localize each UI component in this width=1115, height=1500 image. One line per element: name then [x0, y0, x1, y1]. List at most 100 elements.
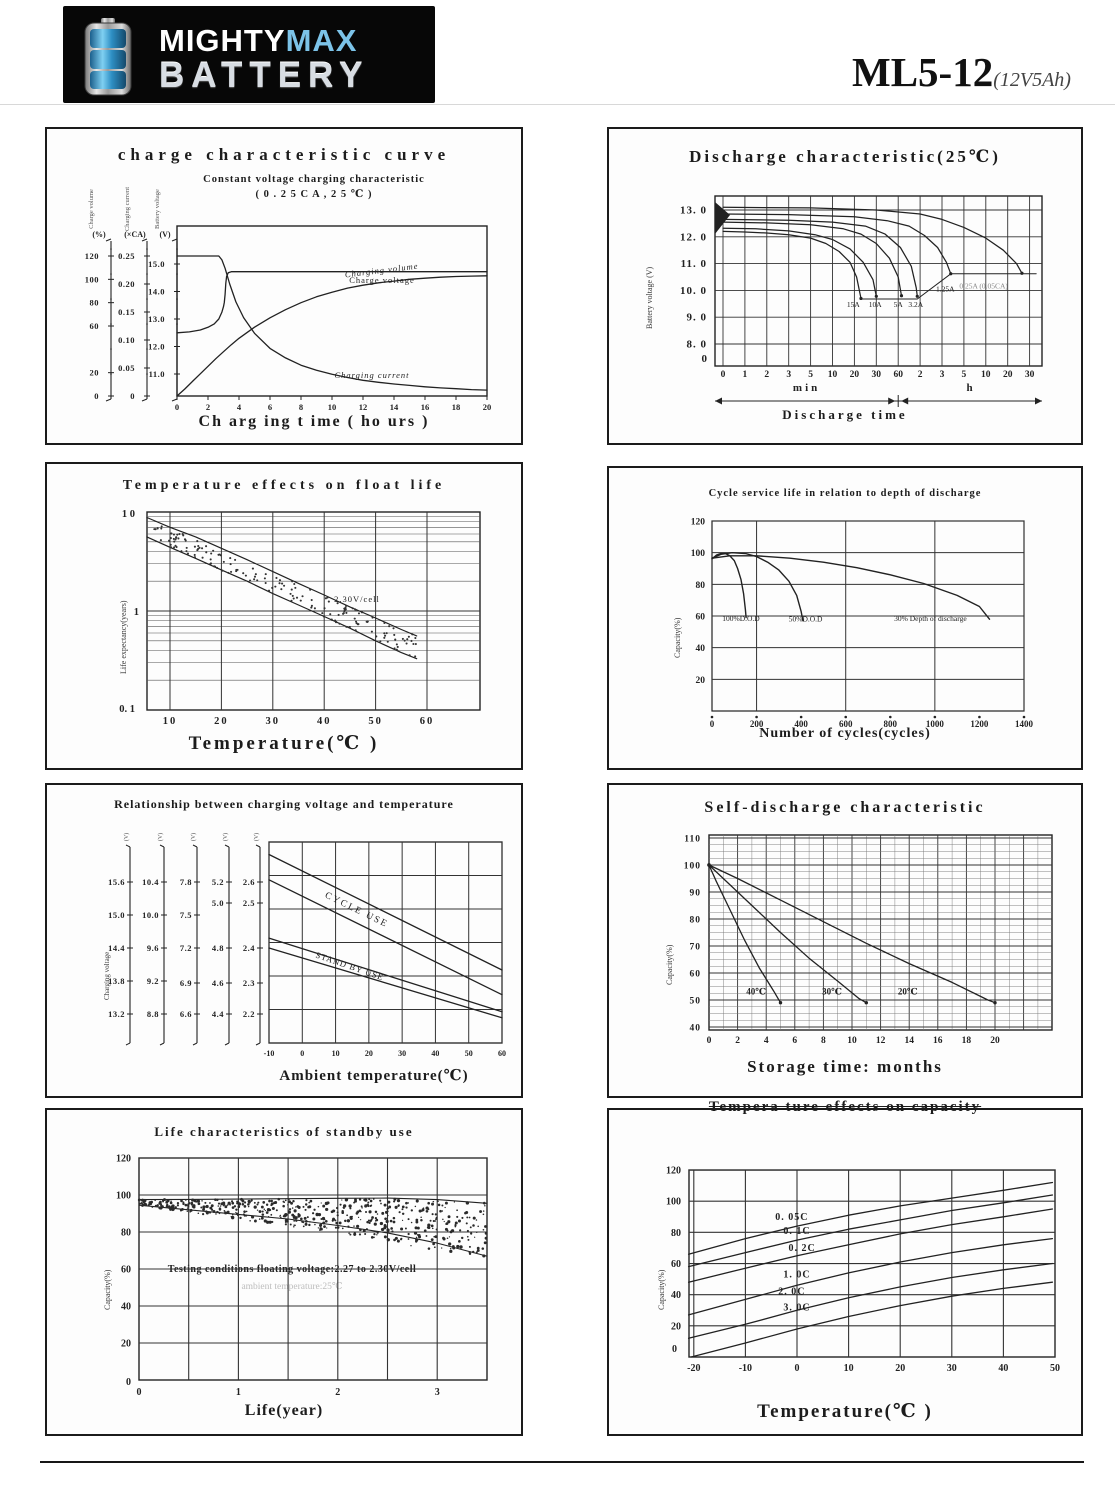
svg-text:(V): (V)	[123, 833, 130, 841]
svg-text:5.2: 5.2	[212, 877, 224, 887]
capacity-temperature-plot: -20 -10 0 10 20 30 40 50 120 100 80 60 40 20 0 0. 05C 0.…	[666, 1166, 1060, 1374]
svg-text:12: 12	[359, 402, 368, 412]
x-axis-label: Ch arg ing t ime ( ho urs )	[198, 413, 430, 430]
chart-subtitle: Constant voltage charging characteristic	[203, 174, 425, 185]
svg-text:100: 100	[691, 549, 706, 559]
svg-text:60: 60	[498, 1049, 506, 1058]
svg-text:40: 40	[431, 1049, 439, 1058]
svg-text:8. 0: 8. 0	[687, 339, 708, 351]
svg-text:(%): (%)	[92, 230, 106, 239]
svg-text:30℃: 30℃	[822, 987, 842, 997]
svg-text:20: 20	[1003, 370, 1013, 380]
x-axis-label: Temperature(℃ )	[188, 733, 380, 754]
svg-text:0.25A (0.05CA): 0.25A (0.05CA)	[959, 281, 1008, 290]
svg-text:14: 14	[390, 402, 399, 412]
svg-text:0: 0	[126, 1377, 131, 1388]
chart-title: Self-discharge characteristic	[704, 799, 986, 816]
svg-text:2: 2	[335, 1387, 340, 1398]
svg-text:11. 0: 11. 0	[681, 258, 707, 270]
svg-text:0: 0	[707, 1036, 712, 1046]
x-axis-label: Life(year)	[244, 1402, 324, 1419]
svg-text:0. 05C: 0. 05C	[775, 1212, 808, 1223]
svg-text:0: 0	[175, 402, 179, 412]
svg-text:0. 1: 0. 1	[119, 704, 135, 715]
svg-text:10: 10	[981, 370, 991, 380]
svg-text:10: 10	[828, 370, 838, 380]
svg-text:0. 2C: 0. 2C	[789, 1243, 816, 1254]
svg-text:4.8: 4.8	[212, 943, 224, 953]
svg-text:(V): (V)	[157, 833, 164, 841]
svg-text:60: 60	[696, 613, 706, 623]
svg-text:0: 0	[672, 1344, 677, 1355]
svg-text:120: 120	[691, 518, 706, 528]
svg-text:2.6: 2.6	[243, 877, 255, 887]
svg-text:50%D.O.D: 50%D.O.D	[789, 615, 823, 624]
svg-text:0: 0	[94, 391, 99, 401]
svg-text:0: 0	[130, 391, 135, 401]
svg-text:Charge volume: Charge volume	[88, 189, 95, 229]
svg-text:50: 50	[1050, 1363, 1060, 1374]
svg-text:1: 1	[134, 607, 139, 618]
svg-text:0.15: 0.15	[118, 307, 135, 317]
svg-text:30: 30	[266, 716, 281, 727]
svg-text:20: 20	[850, 370, 860, 380]
svg-text:2. 0C: 2. 0C	[778, 1287, 805, 1298]
svg-text:1: 1	[743, 370, 748, 380]
charge-characteristic-plot: (%)Charge volume1201008060200(×CA)Chargi…	[85, 187, 492, 412]
svg-text:60: 60	[420, 716, 435, 727]
svg-text:1: 1	[236, 1387, 241, 1398]
svg-text:120: 120	[85, 251, 99, 261]
ambient-temperature-note: ambient temperature:25℃	[241, 1282, 343, 1292]
svg-text:6.6: 6.6	[180, 1009, 192, 1019]
svg-text:7.8: 7.8	[180, 877, 192, 887]
svg-text:18: 18	[962, 1036, 972, 1046]
svg-text:2: 2	[206, 402, 210, 412]
panel-self-discharge: Self-discharge characteristic Storage ti…	[607, 783, 1083, 1098]
svg-text:Charging current: Charging current	[124, 187, 131, 231]
svg-text:4: 4	[764, 1036, 769, 1046]
svg-text:9.2: 9.2	[147, 976, 159, 986]
svg-text:5: 5	[808, 370, 813, 380]
svg-text:40: 40	[690, 1024, 702, 1034]
svg-text:9. 0: 9. 0	[687, 312, 708, 324]
svg-text:6: 6	[268, 402, 272, 412]
svg-text:12. 0: 12. 0	[680, 231, 707, 243]
svg-text:10.4: 10.4	[142, 877, 159, 887]
model-code: ML5-12	[852, 49, 994, 95]
svg-text:1200: 1200	[970, 719, 989, 729]
svg-text:min: min	[793, 382, 820, 394]
svg-text:1. 0C: 1. 0C	[783, 1270, 810, 1281]
svg-text:18: 18	[452, 402, 461, 412]
svg-text:0: 0	[702, 353, 708, 365]
svg-text:20: 20	[365, 1049, 373, 1058]
x-axis-label: Temperature(℃ )	[757, 1401, 933, 1422]
logo-max: MAX	[285, 23, 358, 58]
svg-text:10A: 10A	[869, 300, 883, 309]
svg-text:50: 50	[368, 716, 383, 727]
svg-text:15.0: 15.0	[148, 259, 165, 269]
svg-text:30: 30	[398, 1049, 406, 1058]
svg-text:60: 60	[90, 321, 100, 331]
svg-text:80: 80	[690, 916, 702, 926]
logo-wordmark-line1: MIGHTYMAX	[159, 23, 357, 59]
panel-cycle-service-life: Cycle service life in relation to depth …	[607, 466, 1083, 770]
svg-text:20: 20	[990, 1036, 1000, 1046]
svg-text:10.0: 10.0	[142, 910, 159, 920]
x-axis-label: Number of cycles(cycles)	[759, 726, 931, 741]
header-divider	[0, 104, 1115, 105]
svg-text:20: 20	[696, 676, 706, 686]
svg-text:60: 60	[121, 1265, 131, 1276]
panel-charge-characteristic: charge characteristic curve Constant vol…	[45, 127, 523, 445]
svg-text:11.0: 11.0	[149, 369, 165, 379]
chart-title: Relationship between charging voltage an…	[114, 797, 454, 811]
svg-text:(V): (V)	[190, 833, 197, 841]
chart-title: Life characteristics of standby use	[154, 1124, 414, 1139]
svg-text:16: 16	[421, 402, 430, 412]
svg-text:1400: 1400	[1015, 719, 1034, 729]
float-life-plot: 10 20 30 40 50 60 1 0 1 0. 1 2.30V/cell	[119, 509, 481, 727]
brand-logo: MIGHTYMAX BATTERY	[63, 6, 435, 103]
svg-text:0.20: 0.20	[118, 279, 135, 289]
panel-float-life: Temperature effects on float life Temper…	[45, 462, 523, 770]
svg-text:3. 0C: 3. 0C	[783, 1302, 810, 1313]
x-axis-label: Ambient temperature(℃)	[279, 1068, 469, 1084]
